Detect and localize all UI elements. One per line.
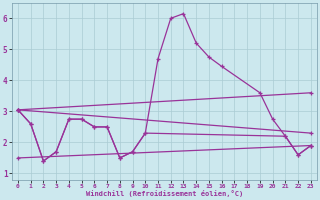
X-axis label: Windchill (Refroidissement éolien,°C): Windchill (Refroidissement éolien,°C) <box>86 190 243 197</box>
